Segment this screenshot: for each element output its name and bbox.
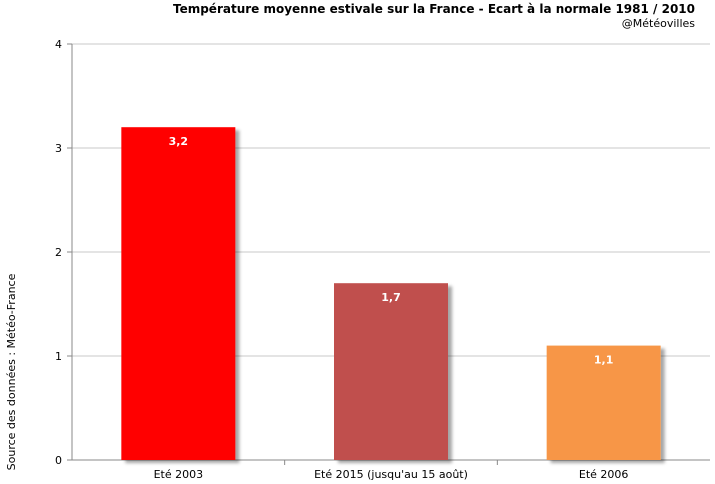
y-tick-label: 2 <box>55 246 62 259</box>
bar <box>334 283 448 460</box>
data-label: 1,7 <box>381 291 401 304</box>
y-tick-label: 1 <box>55 350 62 363</box>
y-axis-title: Source des données : Météo-France <box>5 273 18 470</box>
labels: 0 1 2 3 4 3,2 Eté 2003 1,7 Eté 2015 (jusqu'au 15… <box>55 38 628 481</box>
x-tick-label: Eté 2006 <box>579 468 629 481</box>
y-tick-label: 3 <box>55 142 62 155</box>
bars <box>121 127 661 460</box>
x-tick-label: Eté 2003 <box>154 468 204 481</box>
bar <box>546 345 661 460</box>
data-label: 1,1 <box>594 354 614 367</box>
chart-subtitle: @Météovilles <box>621 17 695 30</box>
data-label: 3,2 <box>169 135 189 148</box>
y-tick-label: 4 <box>55 38 62 51</box>
y-tick-label: 0 <box>55 454 62 467</box>
x-tick-label: Eté 2015 (jusqu'au 15 août) <box>314 468 468 481</box>
chart-title: Température moyenne estivale sur la Fran… <box>172 2 695 16</box>
bar <box>121 127 236 460</box>
